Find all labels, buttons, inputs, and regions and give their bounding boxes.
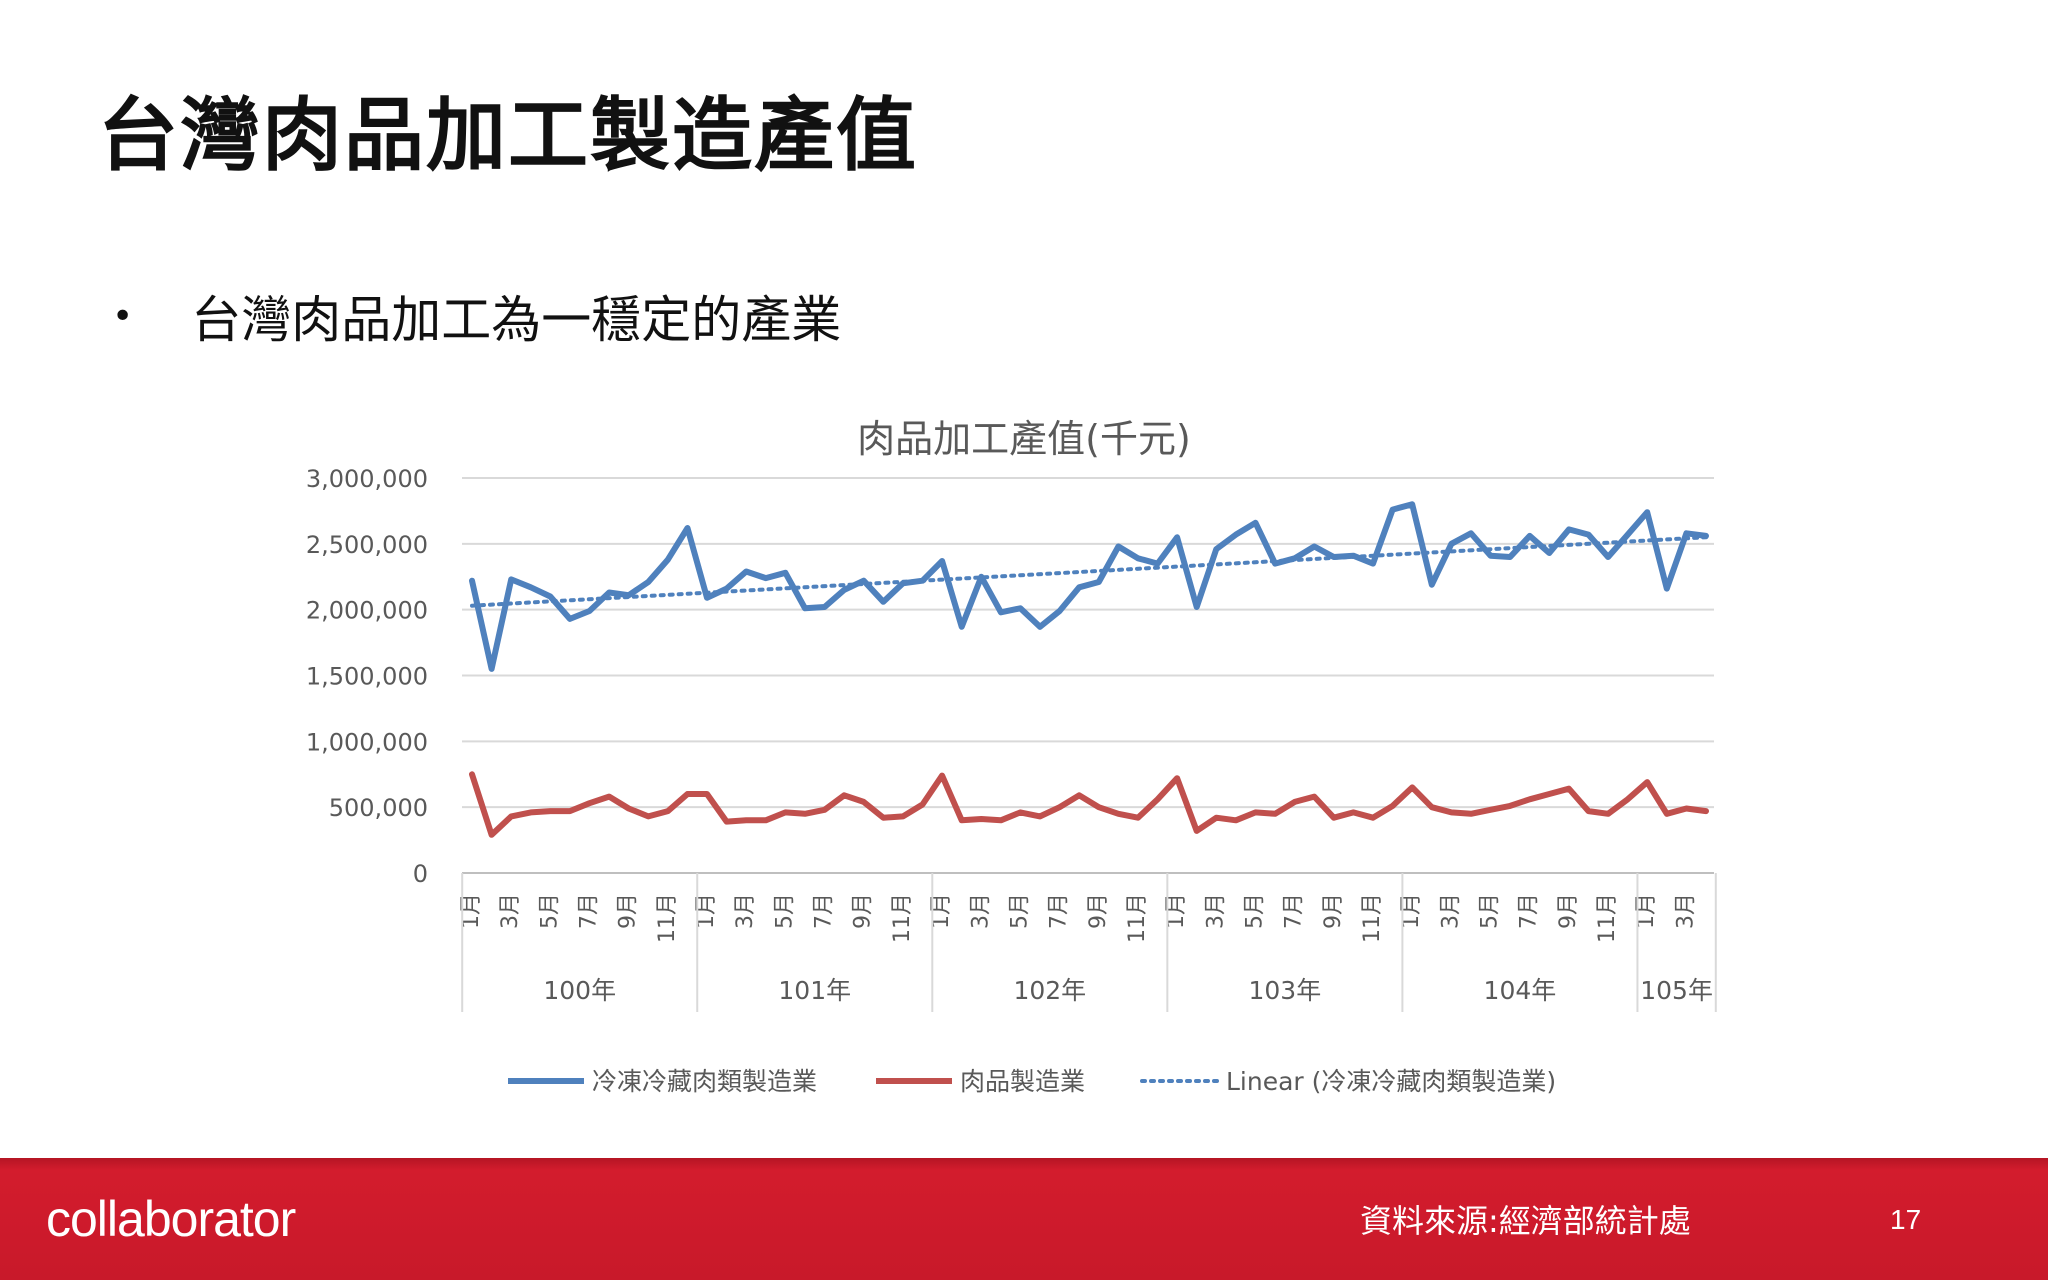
- year-label: 100年: [543, 976, 616, 1005]
- y-tick-label: 1,500,000: [306, 663, 428, 691]
- x-tick-label: 11月: [1360, 893, 1385, 943]
- x-tick-label: 5月: [1007, 893, 1032, 929]
- y-tick-label: 2,000,000: [306, 597, 428, 625]
- year-label: 103年: [1249, 976, 1322, 1005]
- x-tick-label: 11月: [890, 893, 915, 943]
- slide-title: 台灣肉品加工製造產值: [98, 89, 918, 182]
- bullet-text: 台灣肉品加工為一穩定的產業: [191, 291, 842, 349]
- x-tick-label: 3月: [968, 893, 993, 929]
- x-tick-label: 3月: [1673, 893, 1698, 929]
- y-tick-label: 2,500,000: [306, 531, 428, 559]
- x-tick-label: 5月: [772, 893, 797, 929]
- y-tick-label: 500,000: [329, 794, 428, 822]
- x-tick-label: 7月: [1047, 893, 1072, 929]
- year-label: 104年: [1484, 976, 1557, 1005]
- page-number: 17: [1890, 1204, 1922, 1235]
- series-line: [469, 771, 1709, 838]
- trendline: [470, 535, 1708, 608]
- legend-label: 冷凍冷藏肉類製造業: [592, 1067, 817, 1096]
- x-tick-label: 11月: [1595, 893, 1620, 943]
- y-tick-label: 1,000,000: [306, 728, 428, 756]
- source-note: 資料來源:經濟部統計處: [1360, 1202, 1691, 1240]
- year-label: 101年: [778, 976, 851, 1005]
- x-tick-label: 7月: [577, 893, 602, 929]
- legend-label: 肉品製造業: [960, 1067, 1085, 1096]
- x-tick-label: 5月: [1478, 893, 1503, 929]
- bullet-item: • 台灣肉品加工為一穩定的產業: [112, 280, 841, 352]
- year-label: 105年: [1640, 976, 1713, 1005]
- line-chart: 肉品加工產值(千元) 0 500,000 1,000,000 1,500,000 2,00…: [306, 417, 1717, 1096]
- x-tick-label: 5月: [537, 893, 562, 929]
- legend-label: Linear (冷凍冷藏肉類製造業): [1226, 1067, 1556, 1096]
- footer-bar: collaborator 資料來源:經濟部統計處 17: [0, 1158, 2048, 1280]
- x-tick-label: 5月: [1242, 893, 1267, 929]
- x-tick-label: 3月: [498, 893, 523, 929]
- chart-title: 肉品加工產值(千元): [857, 417, 1191, 461]
- x-tick-label: 9月: [1321, 893, 1346, 929]
- series-line: [469, 501, 1709, 672]
- y-tick-label: 0: [413, 860, 428, 888]
- x-tick-label: 7月: [1282, 893, 1307, 929]
- x-tick-label: 9月: [616, 893, 641, 929]
- x-tick-label: 11月: [1125, 893, 1150, 943]
- x-tick-label: 7月: [1517, 893, 1542, 929]
- x-tick-label: 3月: [733, 893, 758, 929]
- year-label: 102年: [1013, 976, 1086, 1005]
- x-tick-label: 9月: [1086, 893, 1111, 929]
- x-tick-label: 9月: [1556, 893, 1581, 929]
- bullet-dot: •: [112, 295, 134, 337]
- y-tick-label: 3,000,000: [306, 465, 428, 493]
- x-tick-label: 3月: [1438, 893, 1463, 929]
- x-tick-label: 11月: [655, 893, 680, 943]
- x-tick-label: 9月: [851, 893, 876, 929]
- x-tick-label: 3月: [1203, 893, 1228, 929]
- collaborator-logo: collaborator: [46, 1191, 296, 1247]
- x-tick-label: 7月: [812, 893, 837, 929]
